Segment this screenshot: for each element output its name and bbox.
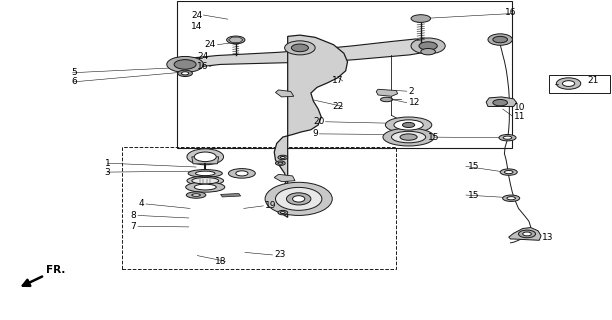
Text: 11: 11 [513,112,525,121]
Ellipse shape [499,134,516,141]
Ellipse shape [502,195,520,201]
Text: 13: 13 [542,233,553,242]
Text: 8: 8 [130,211,136,220]
Text: 19: 19 [264,201,276,210]
Ellipse shape [411,15,431,22]
Bar [176,1,512,148]
Text: 24: 24 [197,52,208,61]
Ellipse shape [286,193,311,205]
Ellipse shape [275,188,322,210]
Polygon shape [192,157,218,164]
Bar [549,75,610,93]
Ellipse shape [275,161,285,165]
Ellipse shape [493,36,507,43]
Text: 24: 24 [191,11,202,20]
Text: 20: 20 [313,117,324,126]
Ellipse shape [488,34,512,45]
Ellipse shape [386,117,432,133]
Ellipse shape [226,36,245,44]
Ellipse shape [562,81,575,86]
Text: 14: 14 [191,22,202,31]
Text: FR.: FR. [47,265,66,275]
Text: 21: 21 [587,76,599,85]
Ellipse shape [504,171,513,174]
Polygon shape [486,97,517,107]
Ellipse shape [280,212,285,213]
Text: 1: 1 [105,159,110,168]
Text: 5: 5 [71,68,76,77]
Ellipse shape [265,182,332,215]
Text: 12: 12 [409,98,420,107]
Text: 23: 23 [274,251,286,260]
Polygon shape [274,35,348,217]
Text: 9: 9 [313,129,318,138]
Ellipse shape [411,38,445,54]
Text: 16: 16 [505,8,517,17]
Polygon shape [509,228,541,240]
Text: 3: 3 [105,168,110,177]
Text: 15: 15 [468,190,479,200]
Ellipse shape [419,42,438,50]
Bar [122,147,397,269]
Ellipse shape [195,171,215,176]
Ellipse shape [186,192,206,198]
Text: 7: 7 [130,222,136,231]
Ellipse shape [278,162,283,164]
Text: 15: 15 [468,162,479,171]
Text: 10: 10 [513,103,525,112]
Ellipse shape [523,232,531,236]
Polygon shape [376,89,398,96]
Ellipse shape [167,56,203,72]
Text: 16: 16 [197,62,208,71]
Polygon shape [274,174,295,182]
Ellipse shape [177,70,192,76]
Ellipse shape [503,136,512,139]
Ellipse shape [285,41,315,55]
Ellipse shape [291,44,308,52]
Text: 6: 6 [71,77,76,86]
Ellipse shape [188,170,222,177]
Ellipse shape [280,156,285,158]
Ellipse shape [187,149,223,165]
Polygon shape [220,194,241,197]
Ellipse shape [194,184,216,190]
Text: 4: 4 [138,199,144,208]
Polygon shape [275,90,294,97]
Ellipse shape [293,196,305,202]
Ellipse shape [228,169,255,178]
Ellipse shape [383,128,435,146]
Ellipse shape [174,60,196,69]
Ellipse shape [192,178,218,184]
Polygon shape [181,39,435,68]
Ellipse shape [421,49,436,55]
Text: 24: 24 [204,40,215,49]
Ellipse shape [518,230,536,238]
Ellipse shape [236,171,248,176]
Ellipse shape [187,176,223,185]
Text: 17: 17 [332,76,344,85]
Ellipse shape [181,72,188,75]
Ellipse shape [194,152,216,162]
Ellipse shape [507,197,515,200]
Ellipse shape [392,131,426,143]
Ellipse shape [185,182,225,192]
Polygon shape [228,37,243,43]
Text: 22: 22 [332,102,344,111]
Ellipse shape [381,97,393,102]
Ellipse shape [556,78,581,89]
Ellipse shape [403,123,415,127]
Ellipse shape [227,37,244,44]
Ellipse shape [278,155,288,160]
Ellipse shape [278,210,288,215]
Text: 15: 15 [428,132,439,141]
Text: 2: 2 [409,87,414,96]
Ellipse shape [500,169,517,175]
Ellipse shape [400,134,417,140]
Ellipse shape [192,194,200,196]
Ellipse shape [394,120,424,130]
Ellipse shape [493,100,507,106]
Text: 18: 18 [215,257,226,266]
